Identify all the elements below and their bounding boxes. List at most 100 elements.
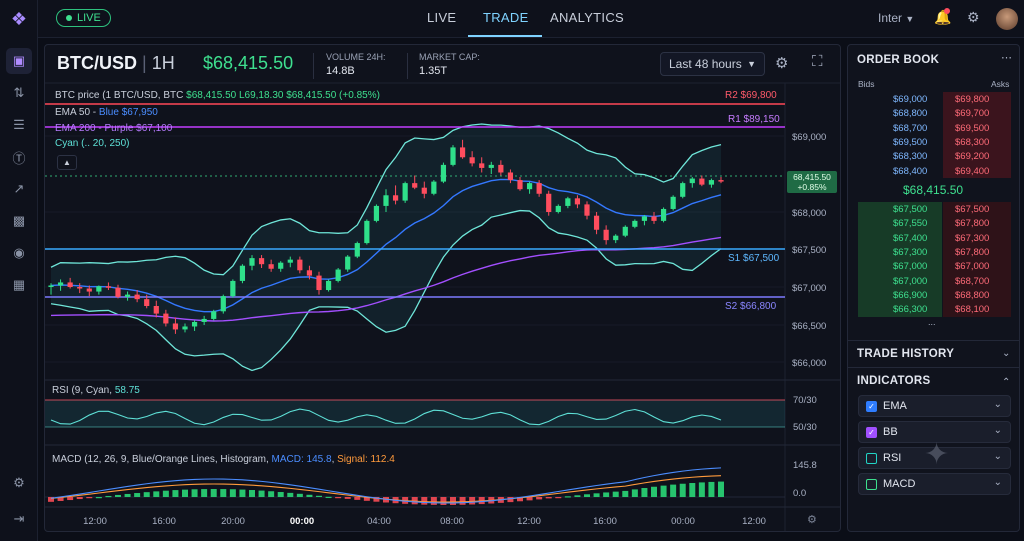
tab-analytics[interactable]: ANALYTICS — [550, 10, 624, 25]
candle-body — [373, 205, 380, 221]
order-book-row[interactable]: $68,300 $69,200 — [858, 150, 1010, 164]
macd-histogram-bar — [249, 490, 255, 497]
bid-price: $67,000 — [893, 275, 928, 287]
chevron-down-icon[interactable]: ⌄ — [993, 399, 1002, 410]
bid-price: $66,900 — [893, 289, 928, 301]
legend-collapse-button[interactable]: ▲ — [57, 155, 77, 170]
timeline-settings-icon[interactable]: ⚙ — [807, 514, 817, 526]
time-range-select[interactable]: Last 48 hours ▼ — [660, 52, 765, 76]
candle-body — [689, 178, 695, 184]
macd-line — [50, 467, 722, 504]
indicator-label: BB — [883, 426, 898, 438]
chevron-up-icon[interactable]: ⌃ — [1002, 377, 1011, 388]
order-book-row[interactable]: $67,300 $67,800 — [858, 246, 1010, 260]
indicator-macd[interactable]: MACD ⌄ — [858, 473, 1011, 495]
candle-body — [574, 198, 581, 205]
order-book-row[interactable]: $67,400 $67,300 — [858, 232, 1010, 246]
indicator-ema[interactable]: ✓ EMA ⌄ — [858, 395, 1011, 417]
order-book-row[interactable]: $67,550 $67,800 — [858, 217, 1010, 231]
sliders-icon[interactable]: ⇅ — [13, 85, 25, 100]
tab-live[interactable]: LIVE — [427, 10, 457, 25]
trade-history-title[interactable]: TRADE HISTORY — [857, 348, 955, 360]
macd-histogram-bar — [698, 482, 705, 497]
asks-depth-bg — [943, 202, 1011, 317]
logo-icon[interactable]: ❖ — [10, 8, 28, 29]
indicator-rsi[interactable]: RSI ⌄ — [858, 447, 1011, 469]
x-tick-label: 12:00 — [517, 516, 541, 527]
order-book-row[interactable]: $69,500 $68,300 — [858, 136, 1010, 150]
chart-settings-icon[interactable]: ⚙ — [775, 55, 789, 72]
bid-price: $67,000 — [893, 261, 928, 273]
chevron-down-icon[interactable]: ⌄ — [1002, 348, 1011, 359]
layers-icon[interactable]: ◉ — [13, 245, 25, 260]
candle-body — [603, 229, 609, 241]
checkbox-icon[interactable] — [866, 453, 877, 464]
order-book-row[interactable]: $69,000 $69,800 — [858, 93, 1010, 107]
chevron-down-icon[interactable]: ⌄ — [993, 451, 1002, 462]
order-book-row[interactable]: $66,300 $68,100 — [858, 303, 1010, 317]
checkbox-icon[interactable] — [866, 479, 877, 490]
macd-histogram-bar — [134, 493, 141, 497]
checkbox-checked-icon[interactable]: ✓ — [866, 427, 877, 438]
order-book-row[interactable]: $67,500 $67,500 — [858, 203, 1010, 217]
list-icon[interactable]: ☰ — [13, 117, 25, 132]
order-book-more[interactable]: ... — [928, 317, 936, 327]
indicator-bb[interactable]: ✓ BB ⌄ — [858, 421, 1011, 443]
indicators-title[interactable]: INDICATORS — [857, 375, 931, 387]
order-book-row[interactable]: $66,900 $68,800 — [858, 289, 1010, 303]
candle-body — [77, 287, 83, 289]
candle-body — [239, 265, 246, 281]
top-bar: LIVE LIVE TRADE ANALYTICS Inter ▼ 🔔 ⚙ — [38, 0, 1024, 38]
wallet-icon[interactable]: ▣ — [6, 48, 32, 74]
candle-body — [450, 147, 456, 165]
macd-histogram-bar — [363, 497, 370, 501]
macd-label: MACD (12, 26, 9, Blue/Orange Lines, Hist… — [52, 454, 395, 465]
settings-icon[interactable]: ⚙ — [13, 475, 25, 490]
x-tick-label: 16:00 — [593, 516, 617, 527]
candle-body — [555, 205, 561, 212]
macd-histogram-bar — [612, 491, 619, 497]
chevron-down-icon[interactable]: ⌄ — [993, 477, 1002, 488]
market-cap-label: MARKET CAP: — [419, 52, 480, 62]
candle-body — [546, 193, 552, 212]
order-book-title: ORDER BOOK — [857, 54, 940, 66]
logout-icon[interactable]: ⇥ — [13, 511, 25, 526]
macd-axis-zero: 0.0 — [793, 488, 807, 499]
chevron-down-icon[interactable]: ⌄ — [993, 425, 1002, 436]
tab-trade[interactable]: TRADE — [483, 10, 529, 25]
macd-histogram-bar — [153, 491, 160, 497]
live-badge[interactable]: LIVE — [56, 9, 111, 27]
macd-histogram-bar — [57, 497, 64, 501]
order-book-menu-icon[interactable]: ⋯ — [1001, 52, 1012, 64]
order-book-row[interactable]: $67,000 $67,000 — [858, 260, 1010, 274]
gear-icon[interactable]: ⚙ — [967, 9, 980, 25]
trend-icon[interactable]: ↗ — [13, 181, 25, 196]
bollinger-upper-line — [50, 123, 722, 276]
candle-body — [354, 243, 360, 257]
chart-canvas[interactable]: $69,000 $68,000 $67,500 $67,000 $66,500 $66,0… — [45, 45, 841, 532]
font-selector[interactable]: Inter ▼ — [878, 11, 914, 25]
order-book-row[interactable]: $68,800 $69,700 — [858, 107, 1010, 121]
level-s1: S1 $67,500 — [728, 253, 780, 264]
dollar-icon[interactable]: Ⓣ — [12, 150, 26, 166]
order-book-row[interactable]: $67,000 $68,700 — [858, 275, 1010, 289]
order-book-row[interactable]: $68,400 $69,400 — [858, 165, 1010, 179]
macd-histogram-bar — [335, 497, 342, 499]
bid-price: $67,300 — [893, 246, 928, 258]
report-icon[interactable]: ▦ — [12, 277, 26, 292]
fullscreen-icon[interactable]: ⛶ — [812, 53, 823, 70]
candle-body — [383, 195, 389, 206]
checkbox-checked-icon[interactable]: ✓ — [866, 401, 877, 412]
macd-histogram-bar — [440, 497, 447, 505]
candle-body — [479, 163, 485, 168]
indicator-label: EMA — [883, 400, 907, 412]
volume-value: 14.8B — [326, 65, 355, 77]
avatar[interactable] — [996, 8, 1018, 30]
x-tick-label: 00:00 — [671, 516, 695, 527]
bid-price: $68,800 — [893, 108, 928, 120]
order-book-row[interactable]: $68,700 $69,500 — [858, 122, 1010, 136]
ema200-line — [50, 236, 722, 322]
candle-body — [364, 220, 370, 244]
macd-histogram-bar — [95, 497, 102, 499]
bar-chart-icon[interactable]: ▩ — [12, 213, 26, 228]
